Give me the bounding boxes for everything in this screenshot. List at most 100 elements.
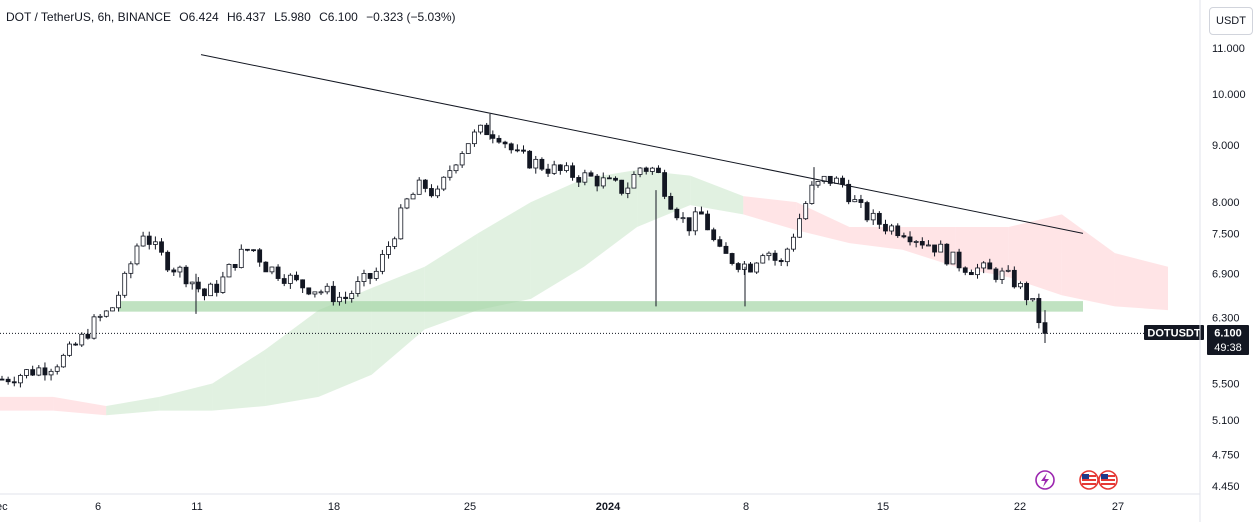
candle-body [944, 243, 950, 265]
candle-body [177, 266, 183, 273]
candle-body [883, 223, 888, 232]
candle-body [324, 285, 330, 293]
candle-body [821, 175, 827, 182]
y-tick-label: 10.000 [1212, 89, 1246, 101]
candle-body [870, 212, 876, 221]
candle-body [876, 212, 882, 225]
candle-body [729, 253, 735, 264]
candle-body [625, 187, 631, 194]
candle-body [11, 381, 17, 384]
candle-body [257, 249, 263, 263]
candle-body [300, 279, 306, 289]
price-axis[interactable]: 11.000 10.000 9.000 8.000 7.500 6.900 6.300 5.5… [1212, 43, 1246, 493]
lightning-icon[interactable] [1035, 470, 1055, 490]
candle-body [263, 261, 269, 273]
cloud-segment [690, 175, 744, 215]
candle-body [619, 179, 625, 194]
candle-body [993, 268, 999, 280]
candle-body [238, 248, 244, 268]
candle-body [606, 177, 612, 180]
candle-body [582, 172, 588, 183]
candle-body [330, 285, 336, 303]
candle-body [1024, 282, 1029, 301]
candle-body [809, 184, 815, 204]
candle-body [932, 244, 937, 253]
candle-body [748, 263, 753, 273]
x-tick-label: 6 [95, 501, 101, 513]
symbol-title: DOT / TetherUS, 6h, BINANCE [6, 10, 171, 24]
candle-body [122, 272, 128, 296]
candle-body [189, 281, 195, 285]
candle-body [79, 333, 85, 346]
cloud-segment [159, 383, 213, 411]
y-tick-label: 7.500 [1212, 228, 1240, 240]
cloud-segment [902, 226, 956, 267]
candle-body [226, 263, 232, 278]
candle-body [521, 149, 526, 152]
y-tick-label: 4.450 [1212, 481, 1240, 493]
candle-body [214, 283, 220, 293]
symbol-tag-label: DOTUSDT [1147, 328, 1200, 340]
candle-body [907, 236, 913, 243]
cloud-segment [637, 169, 691, 227]
candle-body [287, 274, 293, 284]
candle-body [962, 267, 968, 273]
high-value: H6.437 [227, 10, 266, 24]
candle-body [705, 213, 710, 231]
candle-body [355, 281, 361, 294]
cloud-segment [424, 233, 478, 330]
candle-body [140, 235, 146, 247]
x-tick-label: 27 [1112, 501, 1124, 513]
candle-body [987, 262, 993, 270]
candle-body [600, 177, 606, 187]
time-axis[interactable]: ec 6 11 18 25 2024 8 15 22 27 [0, 501, 1124, 513]
candle-body [251, 249, 256, 252]
price-tag-value: 6.100 [1214, 328, 1242, 340]
y-tick-label: 9.000 [1212, 140, 1240, 152]
us-flag-icon[interactable] [1079, 470, 1099, 490]
candle-body [373, 270, 379, 279]
candle-body [183, 266, 189, 285]
cloud-segment [212, 349, 266, 411]
candle-body [275, 266, 281, 279]
candle-body [54, 366, 60, 372]
us-flag-icon[interactable] [1098, 470, 1118, 490]
candle-body [545, 168, 551, 174]
candle-body [441, 176, 447, 190]
x-tick-label: 25 [464, 501, 476, 513]
candle-body [165, 251, 171, 271]
candle-body [67, 343, 72, 356]
candle-body [116, 294, 121, 309]
candle-body [97, 315, 103, 318]
candle-body [447, 170, 453, 178]
candle-body [42, 367, 48, 376]
candle-body [717, 239, 723, 247]
x-tick-label: 11 [191, 501, 202, 513]
symbol-legend[interactable]: DOT / TetherUS, 6h, BINANCE O6.424 H6.43… [6, 10, 461, 24]
candle-body [269, 266, 275, 273]
candle-body [858, 199, 864, 203]
candle-body [367, 273, 373, 279]
cloud-segment [796, 202, 850, 244]
candle-body [1018, 282, 1023, 288]
candle-body [711, 229, 717, 241]
candle-body [48, 370, 54, 376]
candle-body [766, 252, 772, 257]
y-tick-label: 5.500 [1212, 378, 1240, 390]
candle-body [889, 225, 895, 232]
candle-body [576, 177, 582, 183]
cloud-segment [530, 178, 584, 299]
descending-trendline[interactable] [200, 54, 1084, 234]
cloud-segment [477, 202, 531, 311]
candle-body [803, 203, 809, 220]
candle-body [459, 153, 465, 166]
candle-body [570, 165, 575, 178]
cloud-segment [106, 396, 160, 416]
candle-body [312, 291, 318, 295]
candle-body [981, 262, 987, 269]
currency-button[interactable]: USDT [1209, 7, 1253, 35]
y-tick-label: 6.300 [1212, 313, 1240, 325]
low-value: L5.980 [274, 10, 311, 24]
